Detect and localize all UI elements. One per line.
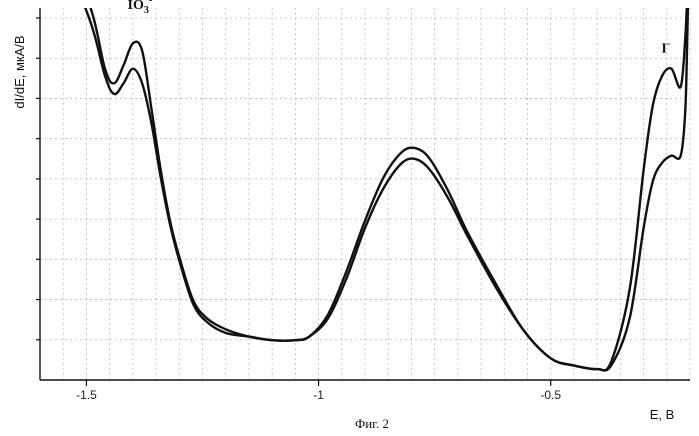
figure-caption: Фиг. 2 (355, 416, 389, 431)
peak-label-1: IO3- (128, 0, 153, 16)
peak-label-2: I- (661, 39, 670, 57)
x-tick-label: -1 (313, 388, 324, 402)
peak-label-subscript: 3 (144, 5, 149, 16)
grid (36, 8, 690, 380)
annotations: IO3-I- (128, 0, 671, 57)
peak-label-superscript: - (149, 0, 152, 6)
peak-label-superscript: - (667, 39, 670, 50)
x-tick-label: -1.5 (76, 388, 97, 402)
x-axis-label: E, В (650, 407, 675, 422)
peak-label-text: IO (128, 0, 144, 13)
y-axis-label: dI/dE, мкА/В (12, 35, 27, 108)
x-ticks: -1.5 -1 -0.5 (76, 380, 561, 402)
x-tick-label: -0.5 (540, 388, 561, 402)
